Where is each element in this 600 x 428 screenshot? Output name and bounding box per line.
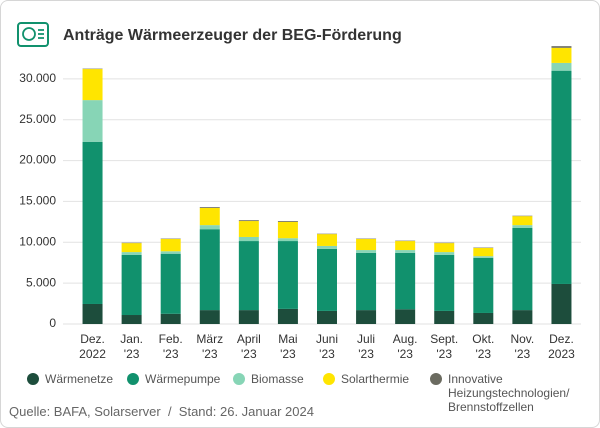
bar-segment bbox=[434, 310, 455, 324]
bar-segment bbox=[434, 243, 455, 253]
y-tick-label: 25.000 bbox=[19, 112, 56, 126]
x-tick-label: Dez. 2023 bbox=[548, 332, 575, 361]
legend-marker bbox=[233, 373, 245, 385]
bar-segment bbox=[160, 239, 181, 252]
bar-segment bbox=[512, 310, 533, 324]
bar-segment bbox=[473, 312, 494, 324]
bar-segment bbox=[160, 313, 181, 324]
chart-title: Anträge Wärmeerzeuger der BEG-Förderung bbox=[63, 27, 402, 44]
bar-segment bbox=[82, 100, 103, 142]
bar-segment bbox=[434, 254, 455, 311]
bar-segment bbox=[395, 250, 416, 253]
bar-segment bbox=[199, 310, 220, 324]
y-tick-label: 20.000 bbox=[19, 153, 56, 167]
bar-segment bbox=[199, 229, 220, 311]
legend-label: Wärmenetze bbox=[45, 372, 114, 386]
legend-marker bbox=[27, 373, 39, 385]
legend-label: Biomasse bbox=[251, 372, 304, 386]
bar-segment bbox=[356, 310, 377, 324]
bar-segment bbox=[317, 310, 337, 324]
bar-segment bbox=[395, 241, 416, 251]
x-tick-label: Feb. '23 bbox=[158, 332, 183, 361]
bar-segment bbox=[317, 234, 337, 246]
bar-segment bbox=[121, 315, 142, 324]
x-tick-label: April '23 bbox=[236, 332, 261, 361]
y-tick-label: 5.000 bbox=[26, 275, 56, 289]
bar-segment bbox=[356, 239, 377, 251]
bar-segment bbox=[512, 227, 533, 311]
x-tick-label: Nov. '23 bbox=[510, 332, 535, 361]
legend-marker bbox=[127, 373, 139, 385]
bar-segment bbox=[473, 248, 494, 257]
bar-segment bbox=[473, 257, 494, 313]
bar-segment bbox=[395, 309, 416, 324]
bar-segment bbox=[356, 252, 377, 311]
x-tick-label: Jan. '23 bbox=[120, 332, 143, 361]
x-tick-label: Dez. 2022 bbox=[79, 332, 106, 361]
bar-segment bbox=[551, 47, 572, 63]
bar-segment bbox=[551, 62, 572, 71]
bar-segment bbox=[199, 225, 220, 230]
bar-segment bbox=[160, 253, 181, 314]
bar-segment bbox=[473, 256, 494, 258]
bar-segment bbox=[551, 283, 572, 324]
bar-segment bbox=[82, 303, 103, 324]
bar-segment bbox=[356, 250, 377, 253]
bar-segment bbox=[121, 254, 142, 316]
x-tick-label: Sept. '23 bbox=[430, 332, 459, 361]
bar-segment bbox=[551, 46, 572, 48]
x-tick-label: Mai '23 bbox=[278, 332, 298, 361]
bar-segment bbox=[512, 216, 533, 226]
legend-marker bbox=[430, 373, 442, 385]
bar-segment bbox=[160, 251, 181, 254]
bar-segment bbox=[512, 225, 533, 228]
bar-segment bbox=[82, 69, 103, 101]
legend-marker bbox=[323, 373, 335, 385]
bar-segment bbox=[199, 207, 220, 226]
bar-segment bbox=[238, 220, 259, 222]
bar-segment bbox=[121, 243, 142, 253]
x-tick-label: Juli '23 bbox=[357, 332, 376, 361]
bar-segment bbox=[199, 207, 220, 208]
x-tick-label: Juni '23 bbox=[315, 332, 338, 361]
y-tick-label: 15.000 bbox=[19, 194, 56, 208]
bar-segment bbox=[277, 241, 298, 309]
bar-segment bbox=[551, 70, 572, 284]
source-note: Quelle: BAFA, Solarserver / Stand: 26. J… bbox=[9, 404, 314, 419]
x-tick-label: Aug. '23 bbox=[392, 332, 418, 361]
legend-label: Innovative Heizungstechnologien/ Brennst… bbox=[448, 372, 570, 414]
bar-segment bbox=[317, 248, 337, 311]
bar-segment bbox=[121, 252, 142, 255]
bar-segment bbox=[238, 241, 259, 311]
icon bbox=[17, 22, 49, 47]
bar-segment bbox=[277, 221, 298, 239]
bar-segment bbox=[395, 252, 416, 310]
y-tick-label: 10.000 bbox=[19, 234, 56, 248]
y-tick-label: 0 bbox=[49, 316, 56, 330]
bar-segment bbox=[277, 238, 298, 242]
legend-label: Solarthermie bbox=[341, 372, 410, 386]
bar-segment bbox=[277, 221, 298, 222]
bar-segment bbox=[238, 221, 259, 237]
x-tick-label: März '23 bbox=[196, 332, 224, 361]
bar-segment bbox=[82, 141, 103, 304]
legend-label: Wärmepumpe bbox=[145, 372, 221, 386]
bar-segment bbox=[317, 245, 337, 249]
y-tick-label: 30.000 bbox=[19, 71, 56, 85]
bar-segment bbox=[277, 308, 298, 324]
bar-segment bbox=[434, 252, 455, 255]
bar-segment bbox=[238, 310, 259, 324]
bar-segment bbox=[238, 236, 259, 242]
x-tick-label: Okt. '23 bbox=[472, 332, 495, 361]
